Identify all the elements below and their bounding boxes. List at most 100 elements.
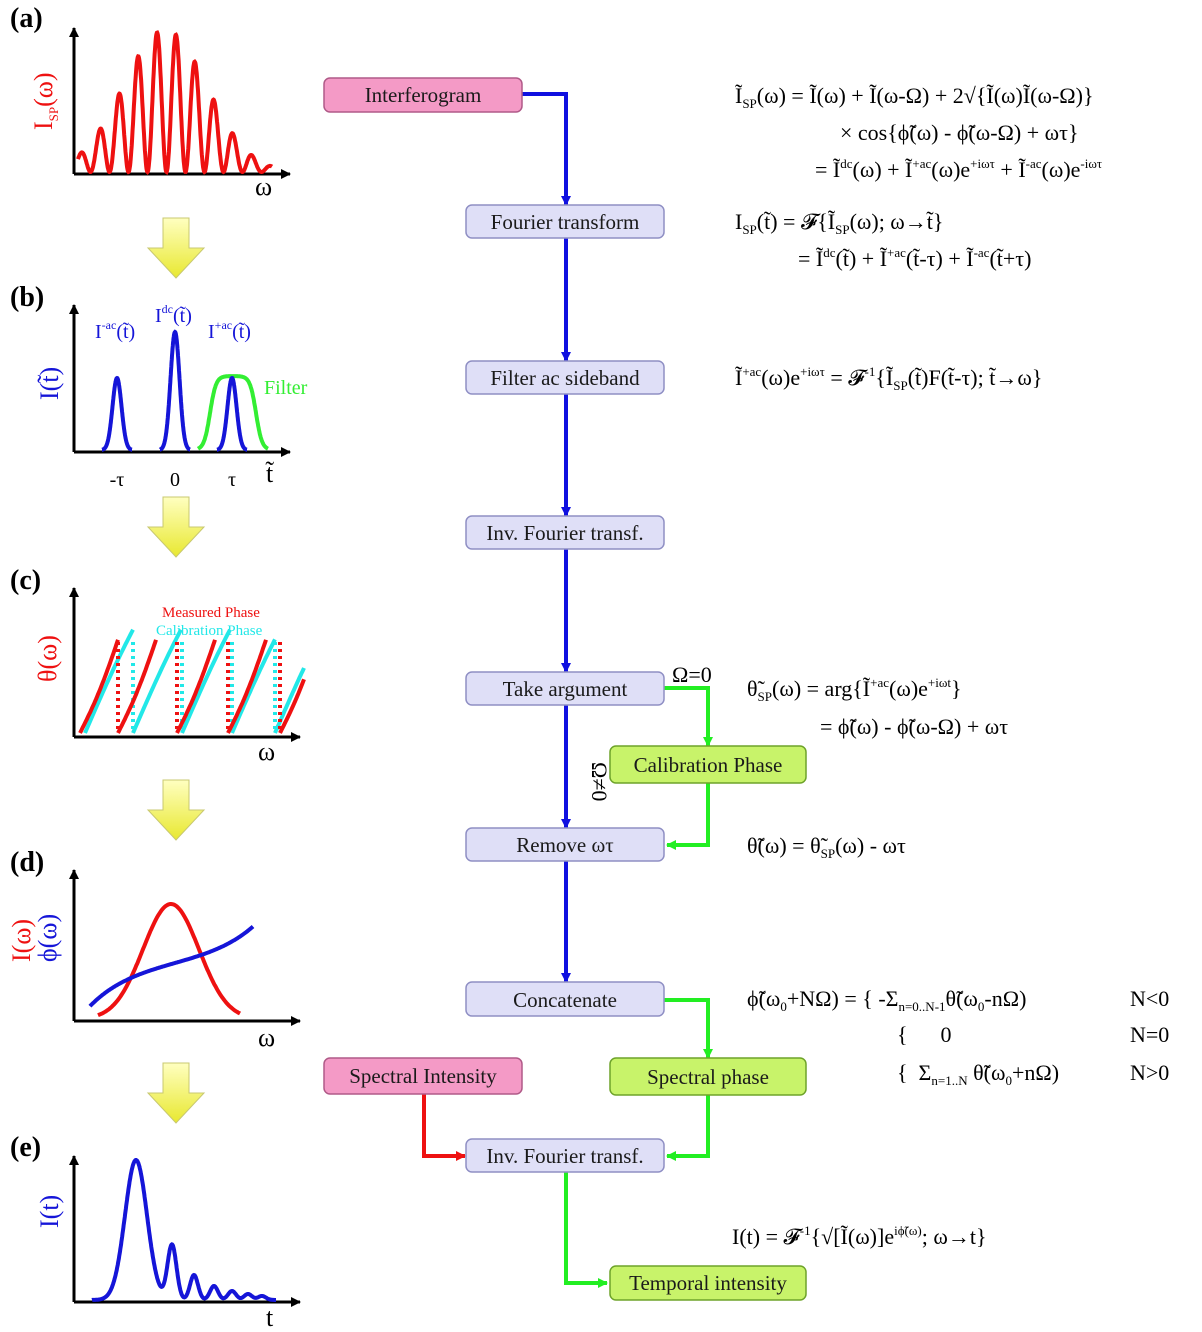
flow-box-spectral-intensity-label: Spectral Intensity (349, 1064, 497, 1088)
panel-d-phase-curve (88, 924, 255, 1008)
yellow-down-arrow-1 (146, 217, 206, 279)
flow-box-interferogram[interactable]: Interferogram (323, 77, 523, 113)
panel-a-x-label: ω (255, 172, 272, 201)
flow-box-take-argument-label: Take argument (503, 677, 628, 701)
panel-d-y-label-intensity: I(ω) (7, 919, 36, 962)
panel-b-plus-ac-peak (216, 375, 248, 452)
flow-box-filter-sideband-label: Filter ac sideband (490, 366, 640, 390)
panel-c-legend-calibration: Calibration Phase (156, 623, 263, 639)
svg-text:{ 0: { 0 (897, 1022, 952, 1047)
flow-box-concatenate[interactable]: Concatenate (465, 981, 665, 1017)
flow-box-remove-wt[interactable]: Remove ωτ (465, 827, 665, 862)
panel-c-x-label: ω (258, 737, 275, 766)
flow-box-interferogram-label: Interferogram (365, 83, 482, 107)
panel-b-label: (b) (10, 282, 44, 313)
phase-ramp-segment (131, 628, 183, 734)
panel-d-y-label-phase: ϕ(ω) (33, 914, 62, 962)
omega-nonzero-label: Ω≠0 (587, 762, 612, 801)
flow-box-inv-fourier-1[interactable]: Inv. Fourier transf. (465, 515, 665, 550)
flow-box-remove-wt-label: Remove ωτ (516, 833, 614, 857)
flow-box-fourier-transform-label: Fourier transform (491, 210, 640, 234)
panel-e: (e) I(t) t (10, 1132, 301, 1332)
yellow-down-arrow-4 (146, 1062, 206, 1124)
panel-b-y-label: I(t̃) (35, 367, 64, 400)
flow-box-temporal-intensity-label: Temporal intensity (629, 1271, 787, 1295)
phase-ramp-segment (116, 639, 158, 734)
phase-ramp-segment (78, 639, 120, 734)
panel-e-x-label: t (266, 1303, 274, 1332)
connector-interferogram-to-ft (522, 92, 571, 206)
eq1-line2: × cos{ϕ̃(ω) - ϕ̃(ω-Ω) + ωτ} (840, 120, 1079, 145)
panel-b-minus-ac-peak (101, 375, 133, 452)
equation-interferogram: ĨSP(ω) = Ĩ(ω) + Ĩ(ω-Ω) + 2√{Ĩ(ω)Ĩ(ω-Ω)} … (735, 83, 1102, 182)
panel-a-interferogram-curve (76, 30, 274, 176)
connector-invft2-to-temporal (564, 1172, 608, 1288)
flow-box-inv-fourier-1-label: Inv. Fourier transf. (486, 521, 643, 545)
flow-box-calibration-phase[interactable]: Calibration Phase (609, 745, 807, 784)
connector-argument-to-calibration (664, 686, 713, 747)
flow-box-calibration-phase-label: Calibration Phase (634, 753, 783, 777)
flow-box-concatenate-label: Concatenate (513, 988, 617, 1012)
panel-c: (c) θ(ω) ω Measured Phase Calibration Ph… (10, 565, 306, 766)
svg-text:I(t) = 𝓕-1{√[Ĩ(ω)]eiϕ̃(ω); ω→: I(t) = 𝓕-1{√[Ĩ(ω)]eiϕ̃(ω); ω→t} (732, 1223, 987, 1249)
yellow-down-arrow-2 (146, 496, 206, 558)
panel-b-tick-minus-tau: -τ (110, 469, 125, 491)
equation-concatenate: ϕ̃(ω0+NΩ) = { -Σn=0..N-1θ̃(ω0-nΩ) N<0 { … (747, 986, 1169, 1088)
flow-box-inv-fourier-2[interactable]: Inv. Fourier transf. (465, 1138, 665, 1173)
flow-box-spectral-phase[interactable]: Spectral phase (609, 1057, 807, 1096)
yellow-down-arrow-3 (146, 779, 206, 841)
panel-b-tick-tau: τ (228, 469, 236, 491)
svg-text:ISP(t̃) = 𝓕{ĨSP(ω); ω→t̃}: ISP(t̃) = 𝓕{ĨSP(ω); ω→t̃} (735, 209, 943, 237)
panel-e-y-label: I(t) (35, 1195, 64, 1228)
equation-argument: θ̃SP(ω) = arg{Ĩ+ac(ω)e+iωt} = ϕ̃(ω) - ϕ̃… (747, 675, 1008, 739)
flow-box-filter-sideband[interactable]: Filter ac sideband (465, 360, 665, 395)
svg-text:N>0: N>0 (1130, 1060, 1169, 1085)
panel-b-dc-peak (158, 329, 191, 452)
panel-a-y-label: ISP(ω) (29, 72, 61, 130)
flow-box-fourier-transform[interactable]: Fourier transform (465, 204, 665, 239)
panel-e-label: (e) (10, 1132, 41, 1163)
connector-calibration-to-remove (666, 783, 710, 850)
eq1-lhs-sub: SP (742, 96, 756, 111)
panel-a-label: (a) (10, 3, 43, 34)
omega-zero-label: Ω=0 (672, 662, 712, 687)
svg-text:= Ĩdc(t̃) + Ĩ+ac(t̃-τ) + Ĩ-ac(: = Ĩdc(t̃) + Ĩ+ac(t̃-τ) + Ĩ-ac(t̃+τ) (798, 245, 1031, 271)
panel-d-x-label: ω (258, 1023, 275, 1052)
panel-b-minus-ac-label: I-ac(t̃) (95, 318, 135, 343)
panel-b-filter-label: Filter (264, 377, 308, 399)
equation-filter: Ĩ+ac(ω)e+iωτ = 𝓕-1{ĨSP(t̃)F(t̃-τ); t̃→ω} (735, 364, 1042, 393)
connector-phase-to-invft2 (666, 1095, 710, 1161)
svg-text:ϕ̃(ω0+NΩ) = { -Σn=0..N-1θ̃(ω0-: ϕ̃(ω0+NΩ) = { -Σn=0..N-1θ̃(ω0-nΩ) (747, 986, 1026, 1014)
panel-a: (a) ISP(ω) ω (10, 3, 291, 201)
svg-text:= Ĩdc(ω) + Ĩ+ac(ω)e+iωτ + Ĩ-ac: = Ĩdc(ω) + Ĩ+ac(ω)e+iωτ + Ĩ-ac(ω)e-iωτ (815, 156, 1102, 182)
eq1-line1: (ω) = Ĩ(ω) + Ĩ(ω-Ω) + 2√{Ĩ(ω)Ĩ(ω-Ω)} (757, 83, 1094, 108)
eq1-lhs: Ĩ (735, 83, 743, 108)
svg-text:θ̃(ω) = θ̃SP(ω) - ωτ: θ̃(ω) = θ̃SP(ω) - ωτ (747, 833, 906, 861)
panel-c-y-label: θ(ω) (33, 635, 62, 682)
panel-c-label: (c) (10, 565, 41, 596)
panel-b-x-label: t̃ (265, 459, 274, 488)
equation-remove: θ̃(ω) = θ̃SP(ω) - ωτ (747, 833, 906, 861)
equation-fourier: ISP(t̃) = 𝓕{ĨSP(ω); ω→t̃} = Ĩdc(t̃) + Ĩ+… (735, 209, 1031, 271)
panel-b-plus-ac-label: I+ac(t̃) (208, 318, 251, 343)
phase-ramp-segment (180, 628, 232, 734)
panel-b-tick-zero: 0 (170, 469, 180, 491)
flow-box-take-argument[interactable]: Take argument (465, 671, 665, 706)
panel-b: (b) I(t̃) t̃ -τ 0 τ I-ac(t̃) Idc(t̃) I+a… (10, 282, 308, 491)
flow-box-spectral-phase-label: Spectral phase (647, 1065, 769, 1089)
svg-text:N<0: N<0 (1130, 986, 1169, 1011)
flow-box-spectral-intensity[interactable]: Spectral Intensity (323, 1057, 523, 1095)
svg-text:= ϕ̃(ω) - ϕ̃(ω-Ω) + ωτ: = ϕ̃(ω) - ϕ̃(ω-Ω) + ωτ (820, 714, 1008, 739)
svg-text:θ̃SP(ω) = arg{Ĩ+ac(ω)e+iωt}: θ̃SP(ω) = arg{Ĩ+ac(ω)e+iωt} (747, 675, 962, 704)
panel-c-legend-measured: Measured Phase (162, 605, 260, 621)
yellow-arrows (146, 217, 206, 1124)
panel-d-label: (d) (10, 847, 44, 878)
panel-c-phase-curves (78, 628, 306, 734)
panel-d-intensity-curve (97, 902, 241, 1018)
connector-intensity-to-invft2 (422, 1094, 466, 1161)
phase-ramp-segment (230, 638, 277, 734)
connector-concatenate-to-phase (664, 998, 713, 1059)
svg-text:N=0: N=0 (1130, 1022, 1169, 1047)
flow-box-temporal-intensity[interactable]: Temporal intensity (609, 1265, 807, 1301)
